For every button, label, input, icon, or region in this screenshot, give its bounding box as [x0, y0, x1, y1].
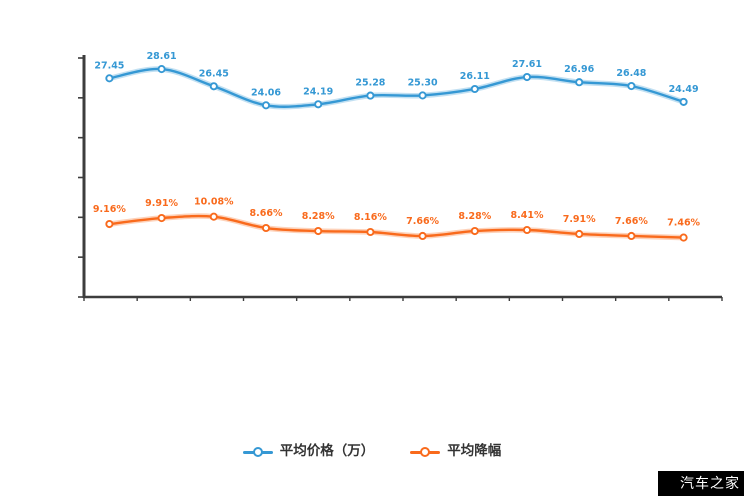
平均价格（万）-line [108, 67, 685, 108]
data-point [366, 91, 375, 100]
data-label: 27.61 [512, 59, 542, 70]
data-point [105, 219, 114, 229]
data-point [470, 84, 479, 94]
data-point [418, 231, 427, 241]
data-point [209, 82, 218, 91]
data-point [575, 78, 584, 87]
data-label: 24.06 [251, 87, 281, 98]
data-point [418, 91, 427, 100]
data-point [522, 72, 532, 82]
data-point [575, 229, 584, 239]
data-label: 25.28 [355, 78, 385, 89]
data-point [366, 227, 375, 237]
data-label: 8.41% [511, 210, 544, 221]
chart-legend: 平均价格（万） 平均降幅 [0, 440, 744, 464]
legend-item-discount[interactable]: 平均降幅 [410, 445, 501, 459]
data-label: 9.16% [93, 204, 126, 215]
price-series-marker-icon [242, 446, 273, 458]
data-point [627, 81, 636, 91]
data-label: 8.66% [250, 208, 283, 219]
data-point [157, 214, 166, 223]
data-label: 24.19 [303, 86, 333, 97]
data-label: 8.16% [354, 212, 387, 223]
data-point [261, 223, 271, 233]
legend-label-discount: 平均降幅 [447, 443, 502, 460]
data-label: 7.66% [406, 216, 439, 227]
data-label: 8.28% [458, 211, 491, 222]
data-label: 27.45 [94, 60, 124, 71]
data-label: 26.48 [616, 68, 646, 79]
data-label: 7.46% [667, 218, 700, 229]
data-point [105, 74, 114, 83]
data-point [627, 231, 636, 241]
data-label: 28.61 [147, 51, 177, 62]
discount-series-marker-icon [410, 446, 441, 458]
data-point [314, 226, 323, 236]
watermark-text: 汽车之家 [680, 475, 740, 492]
data-label: 24.49 [669, 84, 699, 95]
data-point [679, 233, 688, 242]
data-point [157, 65, 166, 74]
autohome-watermark: 汽车之家 [658, 471, 744, 496]
data-label: 26.96 [564, 64, 594, 75]
data-point [261, 101, 271, 110]
data-label: 7.91% [563, 214, 596, 225]
legend-item-price[interactable]: 平均价格（万） [242, 443, 375, 460]
data-label: 9.91% [145, 198, 178, 209]
data-label: 26.11 [460, 71, 490, 82]
data-label: 25.30 [408, 77, 438, 88]
data-label: 26.45 [199, 68, 229, 79]
data-point [209, 212, 218, 221]
data-point [522, 225, 532, 235]
legend-label-price: 平均价格（万） [279, 443, 375, 460]
data-label: 7.66% [615, 216, 648, 227]
平均降幅-line [108, 214, 685, 239]
data-point [679, 97, 688, 106]
data-label: 8.28% [302, 211, 335, 222]
data-point [470, 226, 479, 236]
data-point [314, 100, 323, 109]
data-label: 10.08% [194, 197, 234, 208]
平均价格（万）-line-glow [106, 66, 687, 110]
